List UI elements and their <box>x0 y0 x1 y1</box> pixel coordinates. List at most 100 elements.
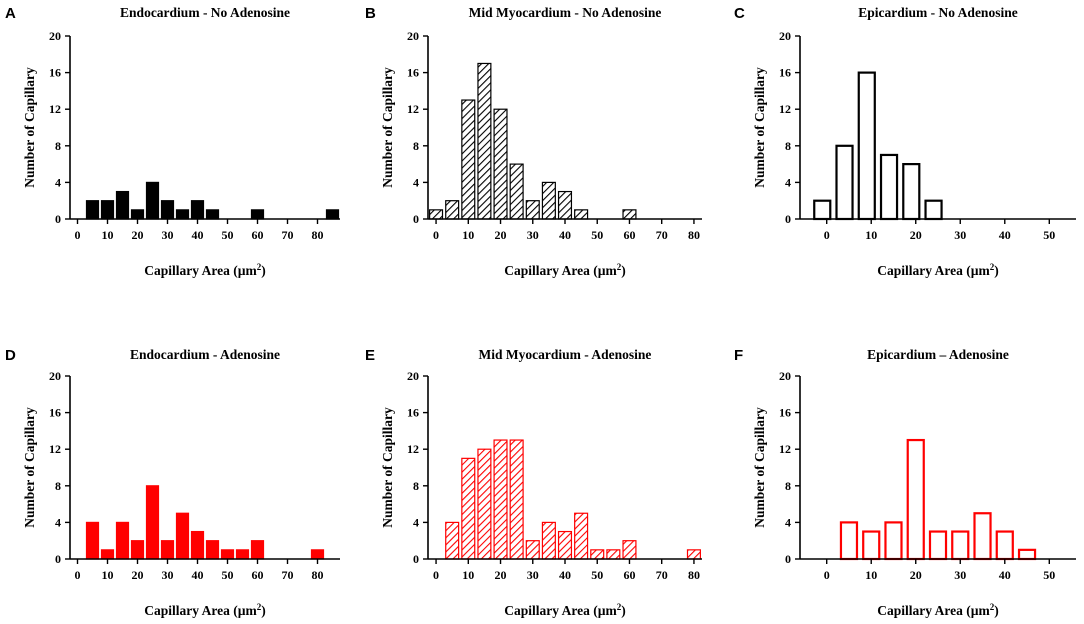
bar <box>85 521 100 560</box>
bar <box>220 549 235 560</box>
bar <box>461 457 476 560</box>
x-tick-label: 10 <box>102 568 114 582</box>
y-tick-label: 8 <box>55 479 61 493</box>
x-tick-label: 60 <box>623 228 635 242</box>
y-tick-label: 0 <box>785 552 791 566</box>
x-axis-label: Capillary Area (µm2) <box>504 262 626 278</box>
bar <box>175 209 190 220</box>
y-tick-label: 20 <box>779 29 791 43</box>
bar <box>325 209 340 220</box>
bar <box>541 521 556 560</box>
x-tick-label: 80 <box>312 228 324 242</box>
x-tick-label: 10 <box>102 228 114 242</box>
bar <box>115 190 130 220</box>
bar <box>190 200 205 220</box>
y-tick-label: 0 <box>413 552 419 566</box>
bar <box>686 549 701 560</box>
bar <box>235 549 250 560</box>
bar <box>835 144 854 221</box>
panel-letter: E <box>365 347 375 364</box>
x-axis-label: Capillary Area (µm2) <box>877 262 999 278</box>
x-tick-label: 70 <box>656 228 668 242</box>
bar <box>857 71 876 221</box>
bar <box>884 521 903 561</box>
bar <box>115 521 130 560</box>
x-tick-label: 20 <box>132 228 144 242</box>
x-tick-label: 80 <box>312 568 324 582</box>
x-tick-label: 60 <box>623 568 635 582</box>
bar <box>1017 548 1037 561</box>
x-tick-label: 80 <box>688 568 700 582</box>
bar <box>205 209 220 220</box>
x-tick-label: 30 <box>527 228 539 242</box>
bar <box>493 439 508 560</box>
y-tick-label: 20 <box>49 29 61 43</box>
bar <box>445 200 460 220</box>
chart-panel-d: D Endocardium - Adenosine 0 4 8 12 16 20 0 10 20 30… <box>5 347 340 618</box>
x-tick-label: 70 <box>656 568 668 582</box>
x-axis-label: Capillary Area (µm2) <box>877 602 999 618</box>
y-tick-label: 4 <box>785 175 791 189</box>
bar <box>509 163 524 220</box>
bar <box>175 512 190 560</box>
x-tick-label: 30 <box>162 568 174 582</box>
y-tick-label: 16 <box>779 66 791 80</box>
x-tick-label: 50 <box>1043 228 1055 242</box>
bar <box>160 540 175 560</box>
x-tick-label: 0 <box>75 228 81 242</box>
y-axis-label: Number of Capillary <box>380 407 395 528</box>
chart-panel-c: C Epicardium - No Adenosine 0 4 8 12 16 20 0 10 20… <box>734 5 1076 278</box>
x-axis-label: Capillary Area (µm2) <box>144 602 266 618</box>
x-tick-label: 20 <box>910 228 922 242</box>
chart-panel-f: F Epicardium – Adenosine 0 4 8 12 16 20 0 10 20 30 4… <box>734 347 1076 618</box>
bar <box>622 209 637 220</box>
bar <box>525 540 540 560</box>
x-tick-label: 0 <box>75 568 81 582</box>
chart-panel-b: B Mid Myocardium - No Adenosine 0 4 8 12 16 20 0… <box>365 5 702 278</box>
y-tick-label: 4 <box>785 515 791 529</box>
y-tick-label: 20 <box>407 29 419 43</box>
bar <box>902 163 921 221</box>
x-tick-label: 70 <box>282 228 294 242</box>
bar <box>145 181 160 220</box>
bar <box>574 512 589 560</box>
x-tick-label: 30 <box>162 228 174 242</box>
x-tick-label: 80 <box>688 228 700 242</box>
bar <box>622 540 637 560</box>
bar <box>477 448 492 560</box>
y-tick-label: 4 <box>55 515 61 529</box>
y-tick-label: 8 <box>785 139 791 153</box>
y-tick-label: 8 <box>55 139 61 153</box>
bar <box>205 540 220 560</box>
x-tick-label: 0 <box>433 568 439 582</box>
y-tick-label: 16 <box>49 66 61 80</box>
chart-title: Endocardium - Adenosine <box>130 347 280 362</box>
y-tick-label: 0 <box>785 212 791 226</box>
bar <box>310 549 325 560</box>
bar <box>85 200 100 220</box>
bar <box>445 521 460 560</box>
y-tick-label: 20 <box>49 369 61 383</box>
bar <box>973 512 992 561</box>
x-tick-label: 40 <box>559 228 571 242</box>
bar <box>906 438 925 561</box>
y-tick-label: 12 <box>779 442 791 456</box>
panel-letter: C <box>734 5 745 22</box>
y-tick-label: 20 <box>407 369 419 383</box>
bar <box>250 209 265 220</box>
bar <box>995 530 1014 561</box>
y-axis-label: Number of Capillary <box>380 67 395 188</box>
x-tick-label: 50 <box>591 228 603 242</box>
bar <box>477 62 492 220</box>
bar <box>130 540 145 560</box>
x-tick-label: 20 <box>910 568 922 582</box>
y-tick-label: 8 <box>785 479 791 493</box>
x-axis-label: Capillary Area (µm2) <box>504 602 626 618</box>
bar <box>590 549 605 560</box>
y-tick-label: 8 <box>413 479 419 493</box>
bar <box>951 530 970 561</box>
x-tick-label: 20 <box>495 568 507 582</box>
y-tick-label: 12 <box>407 102 419 116</box>
chart-title: Endocardium - No Adenosine <box>120 5 290 20</box>
x-tick-label: 60 <box>252 568 264 582</box>
